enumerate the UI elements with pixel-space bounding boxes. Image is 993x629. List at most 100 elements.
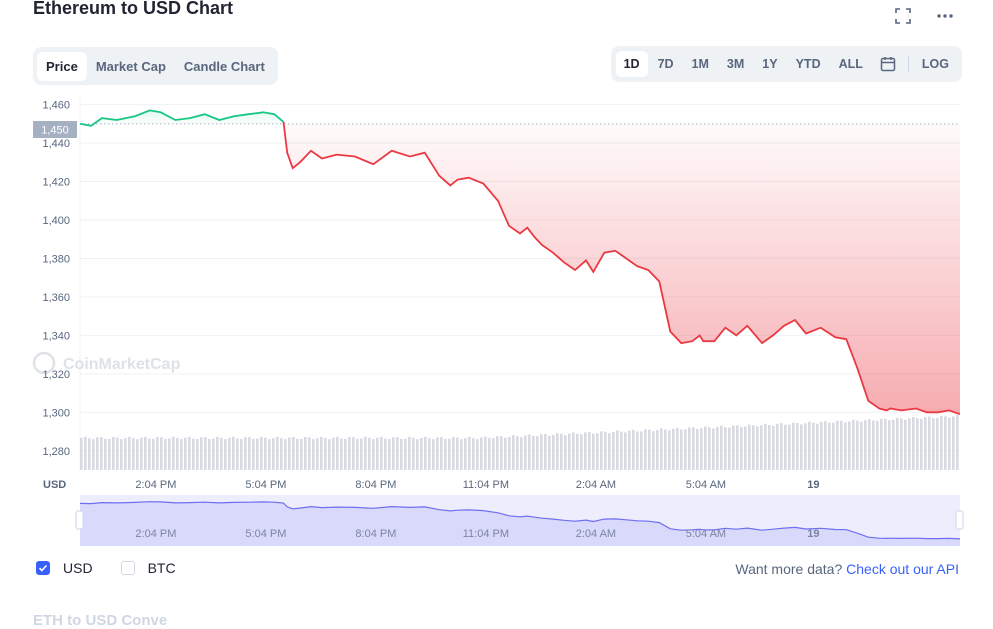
usd-checkbox[interactable] [36, 561, 50, 575]
volume-bar [476, 439, 479, 470]
range-1y[interactable]: 1Y [762, 57, 778, 71]
volume-bar [808, 421, 811, 470]
volume-bar [680, 429, 683, 470]
range-7d[interactable]: 7D [657, 57, 674, 71]
y-tick-label: 1,340 [42, 330, 70, 342]
range-all[interactable]: ALL [838, 57, 863, 71]
volume-bar [220, 437, 223, 470]
volume-bar [692, 427, 695, 470]
range-3m[interactable]: 3M [726, 57, 745, 71]
volume-bar [904, 419, 907, 470]
volume-bar [240, 439, 243, 470]
navigator-line [79, 501, 961, 540]
volume-bar [280, 438, 283, 470]
volume-bar [392, 437, 395, 470]
navigator-handle-right[interactable] [955, 510, 964, 530]
price-line-up [79, 109, 285, 127]
volume-bar [708, 427, 711, 470]
volume-bar [552, 435, 555, 470]
time-range-selector: 1D 7D 1M 3M 1Y YTD ALL LOG [610, 46, 962, 82]
volume-bar [620, 431, 623, 470]
btc-checkbox[interactable] [120, 561, 135, 575]
volume-bar [184, 437, 187, 470]
volume-bar [312, 439, 315, 470]
volume-bar [224, 439, 227, 470]
volume-bar [420, 438, 423, 470]
volume-bar [332, 437, 335, 470]
x-tick-label: 8:04 PM [355, 479, 396, 491]
volume-bar [700, 428, 703, 470]
volume-bar [944, 416, 947, 470]
y-tick-label: 1,400 [42, 215, 70, 227]
volume-bar [816, 423, 819, 470]
volume-bar [288, 437, 291, 470]
volume-bar [348, 437, 351, 470]
volume-bar [216, 436, 219, 470]
volume-bar [96, 437, 99, 470]
volume-bar [864, 420, 867, 470]
volume-bar [80, 438, 83, 470]
navigator: 2:04 PM 5:04 PM 8:04 PM 11:04 PM 2:04 AM 5:04… [75, 495, 964, 546]
more-icon[interactable] [935, 6, 955, 26]
log-toggle[interactable]: LOG [921, 57, 949, 71]
fullscreen-icon[interactable] [893, 6, 913, 26]
volume-bar [364, 436, 367, 470]
calendar-icon[interactable] [872, 52, 904, 76]
volume-bar [792, 422, 795, 470]
volume-bar [500, 436, 503, 470]
volume-bar [884, 418, 887, 470]
x-tick-label: 2:04 PM [135, 479, 176, 491]
volume-bar [404, 438, 407, 470]
range-1d[interactable]: 1D [615, 51, 648, 77]
volume-bar [488, 438, 491, 470]
volume-bar [504, 437, 507, 470]
volume-bar [676, 427, 679, 470]
price-area-up [80, 110, 284, 126]
volume-bar [928, 416, 931, 470]
volume-bar [164, 439, 167, 470]
volume-bar [616, 430, 619, 470]
tab-market-cap[interactable]: Market Cap [95, 58, 166, 74]
volume-bar [872, 420, 875, 470]
legend-item-btc[interactable]: BTC [120, 560, 176, 576]
volume-bar [776, 423, 779, 470]
volume-bar [204, 437, 207, 470]
range-ytd[interactable]: YTD [795, 57, 821, 71]
volume-bar [788, 424, 791, 470]
tab-candle-chart[interactable]: Candle Chart [183, 58, 265, 74]
volume-bar [460, 439, 463, 470]
volume-bar [572, 432, 575, 470]
y-tick-label: 1,460 [42, 100, 70, 112]
volume-bar [860, 421, 863, 470]
volume-bar [320, 436, 323, 470]
api-link[interactable]: Check out our API [846, 561, 959, 577]
volume-bar [724, 427, 727, 470]
volume-bar [780, 423, 783, 470]
volume-bar [336, 436, 339, 470]
volume-bar [376, 437, 379, 470]
volume-bar [264, 437, 267, 470]
volume-bar [388, 439, 391, 470]
volume-bar [800, 424, 803, 470]
navigator-handle-left[interactable] [75, 510, 84, 530]
volume-bar [160, 437, 163, 470]
volume-bar [92, 439, 95, 470]
volume-bar [568, 433, 571, 470]
volume-bar [244, 437, 247, 470]
volume-bar [560, 433, 563, 470]
tab-price[interactable]: Price [37, 51, 87, 81]
legend-item-usd[interactable]: USD [36, 560, 93, 576]
volume-bar [900, 418, 903, 470]
volume-bar [720, 425, 723, 470]
volume-bar [196, 438, 199, 470]
y-tick-label: 1,320 [42, 369, 70, 381]
volume-bar [268, 439, 271, 470]
x-tick-label: 2:04 AM [576, 479, 616, 491]
volume-bar [852, 419, 855, 470]
volume-bar [428, 438, 431, 470]
volume-bar [368, 437, 371, 470]
volume-bar [352, 437, 355, 470]
range-1m[interactable]: 1M [691, 57, 709, 71]
volume-bar [684, 429, 687, 470]
volume-bar [192, 438, 195, 470]
